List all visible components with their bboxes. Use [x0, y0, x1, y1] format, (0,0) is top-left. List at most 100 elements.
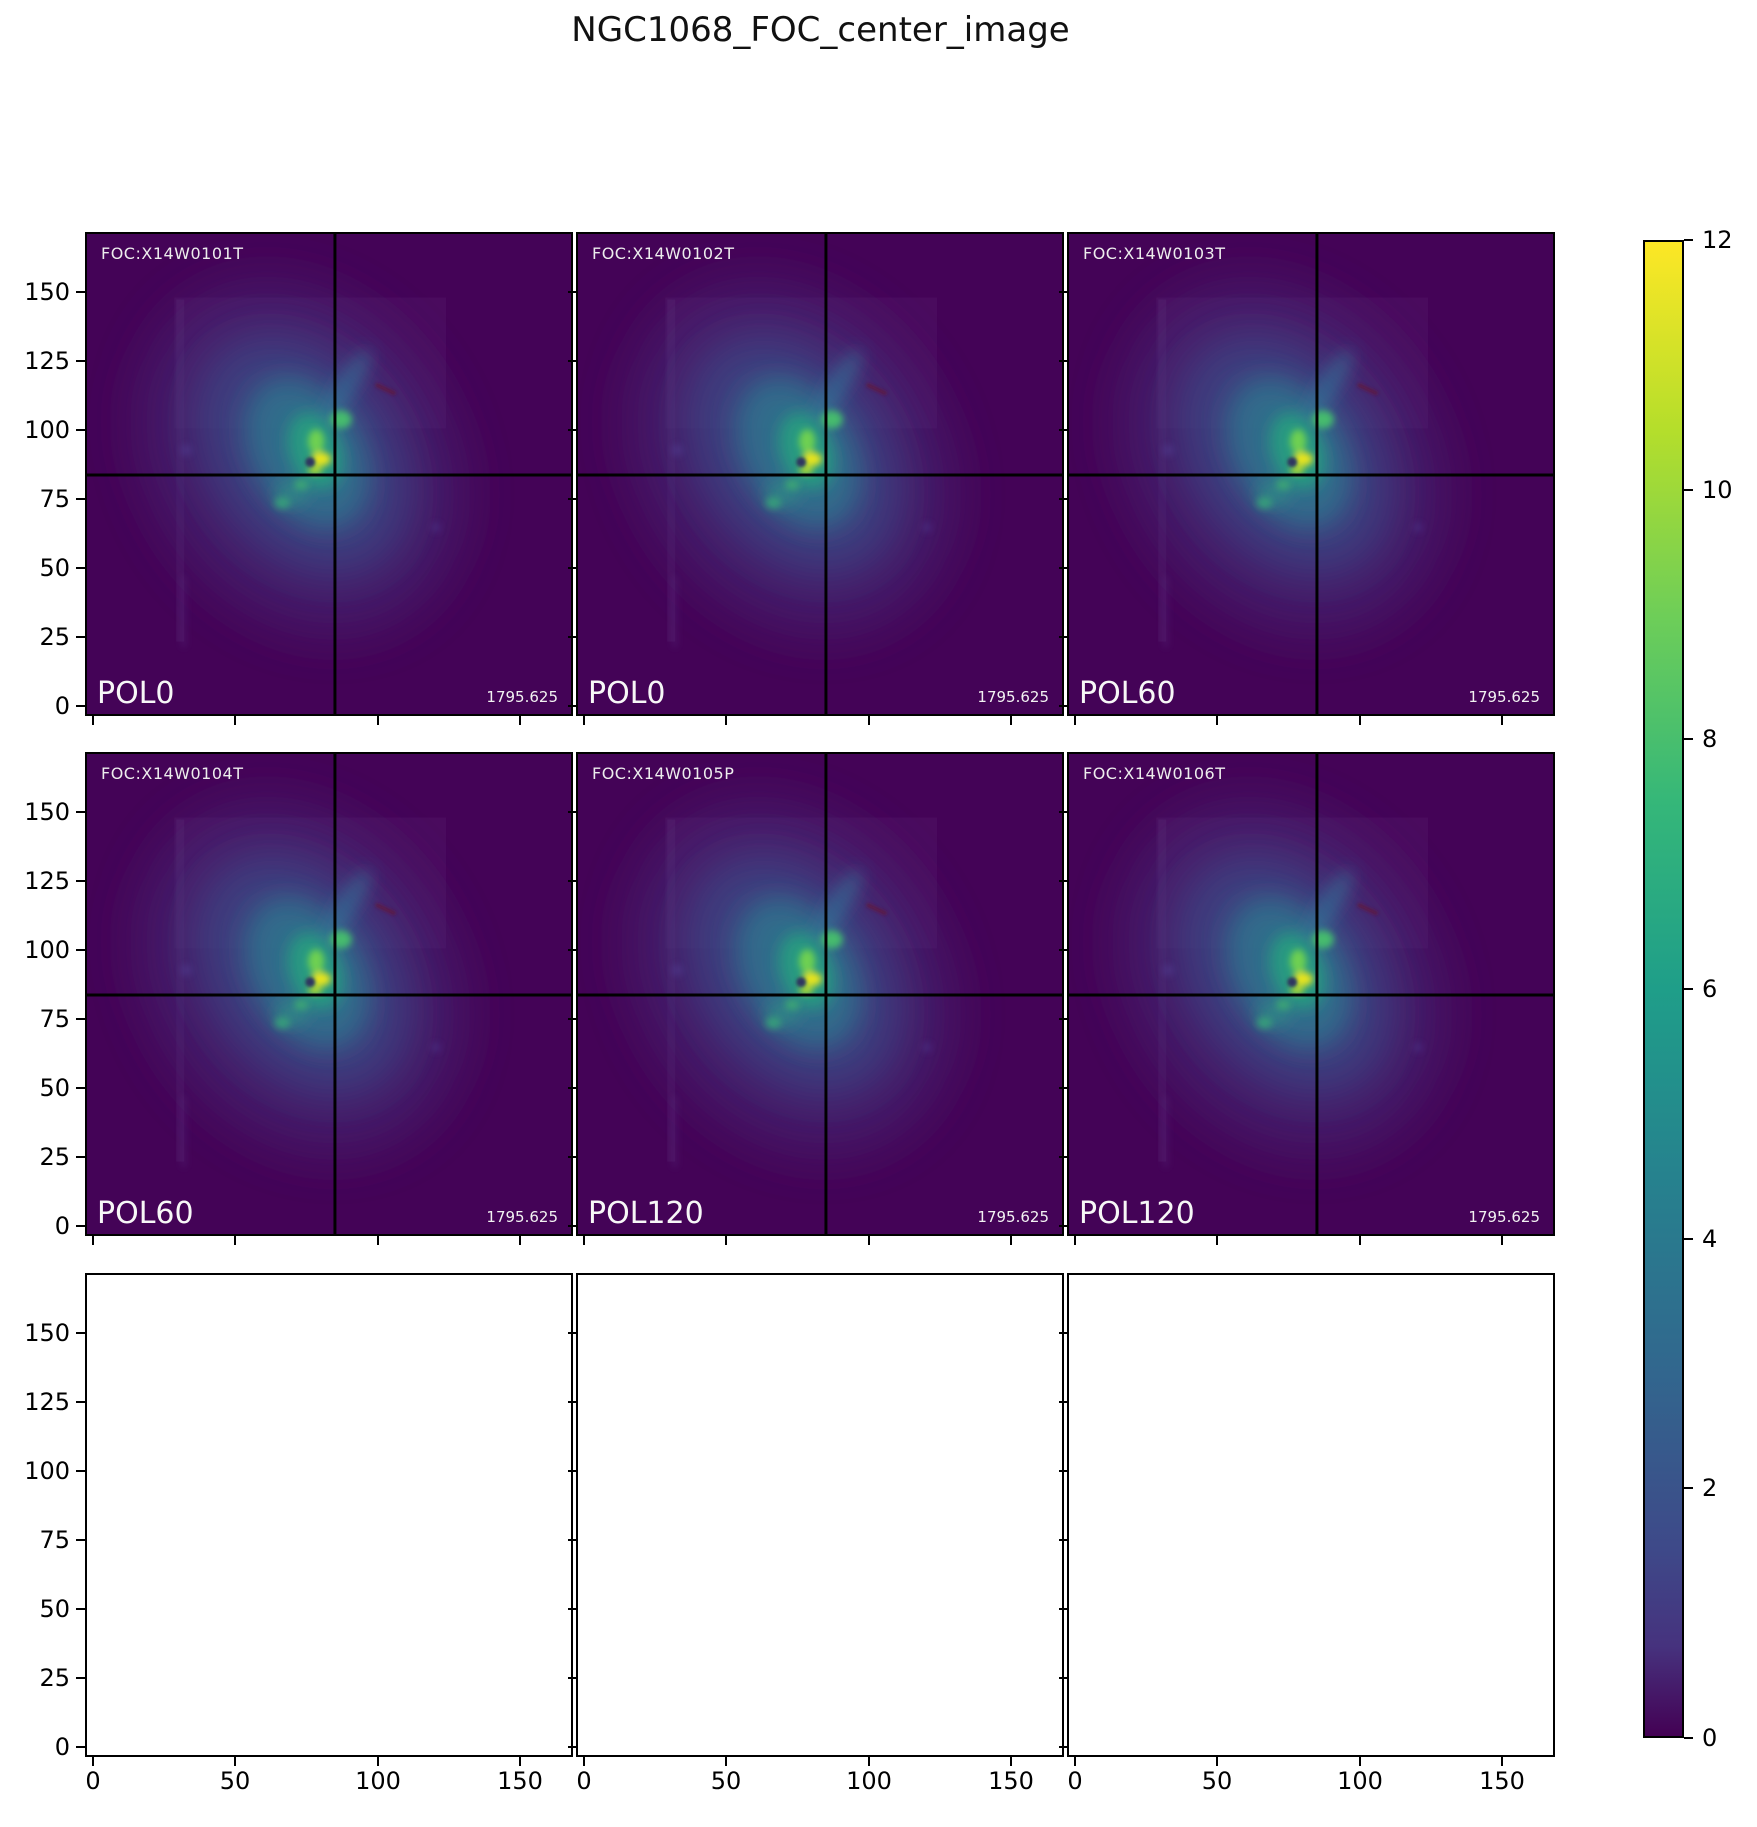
y-tick-label: 125: [24, 867, 70, 895]
axis-tick: [1216, 1236, 1218, 1245]
y-tick-label: 150: [24, 1319, 70, 1347]
image-panel: FOC:X14W0105P POL120 1795.625: [576, 752, 1064, 1236]
axis-tick: [92, 1236, 94, 1245]
foc-id-label: FOC:X14W0102T: [592, 244, 735, 263]
galaxy-image: [578, 234, 1062, 714]
axis-tick: [76, 1225, 85, 1227]
axis-tick: [868, 716, 870, 725]
crosshair-lines: [578, 754, 1062, 1234]
x-tick-label: 100: [1337, 1767, 1383, 1795]
colorbar-tick-label: 0: [1702, 1724, 1718, 1752]
axis-tick: [568, 360, 576, 362]
axis-tick: [583, 716, 585, 725]
image-panel: FOC:X14W0101T POL0 1795.625: [85, 232, 573, 716]
figure-title: NGC1068_FOC_center_image: [571, 10, 1070, 50]
y-tick-label: 0: [54, 1733, 70, 1761]
x-tick-label: 100: [846, 1767, 892, 1795]
axis-tick: [568, 1087, 576, 1089]
axis-tick: [868, 1757, 870, 1766]
y-tick-label: 150: [24, 798, 70, 826]
axis-tick: [568, 1746, 576, 1748]
pol-filter-label: POL120: [588, 1196, 704, 1231]
axis-tick: [1059, 1018, 1067, 1020]
image-panel: FOC:X14W0103T POL60 1795.625: [1067, 232, 1555, 716]
y-tick-label: 0: [54, 692, 70, 720]
axis-tick: [568, 291, 576, 293]
galaxy-image: [578, 754, 1062, 1234]
pol-filter-label: POL120: [1079, 1196, 1195, 1231]
axis-tick: [76, 1156, 85, 1158]
x-tick-label: 0: [576, 1767, 592, 1795]
axis-tick: [519, 1757, 521, 1766]
axis-tick: [1059, 811, 1067, 813]
axis-tick: [1059, 1225, 1067, 1227]
axis-tick: [519, 1236, 521, 1245]
empty-panel: [576, 1273, 1064, 1757]
axis-tick: [1059, 1608, 1067, 1610]
axis-tick: [568, 567, 576, 569]
galaxy-image: [87, 754, 571, 1234]
axis-tick: [1010, 716, 1012, 725]
cosmic-ray-streak: [865, 902, 888, 916]
foc-id-label: FOC:X14W0103T: [1083, 244, 1226, 263]
exposure-label: 1795.625: [1468, 688, 1540, 706]
x-tick-label: 0: [1067, 1767, 1083, 1795]
x-tick-label: 50: [1201, 1767, 1233, 1795]
galaxy-image: [87, 234, 571, 714]
axis-tick: [568, 1608, 576, 1610]
axis-tick: [1359, 1757, 1361, 1766]
y-tick-label: 0: [54, 1212, 70, 1240]
axis-tick: [92, 1757, 94, 1766]
axis-tick: [234, 716, 236, 725]
axis-tick: [568, 1332, 576, 1334]
axis-tick: [1684, 988, 1693, 990]
axis-tick: [568, 1156, 576, 1158]
axis-tick: [1684, 1487, 1693, 1489]
y-tick-label: 50: [39, 1595, 70, 1623]
axis-tick: [1684, 1238, 1693, 1240]
exposure-label: 1795.625: [486, 688, 558, 706]
axis-tick: [1684, 738, 1693, 740]
y-tick-label: 125: [24, 347, 70, 375]
axis-tick: [1684, 1737, 1693, 1739]
axis-tick: [1501, 716, 1503, 725]
cosmic-ray-streak: [865, 382, 888, 396]
pol-filter-label: POL0: [97, 676, 175, 711]
axis-tick: [1059, 1156, 1067, 1158]
colorbar-tick-label: 12: [1702, 226, 1733, 254]
axis-tick: [76, 1608, 85, 1610]
image-panel: FOC:X14W0106T POL120 1795.625: [1067, 752, 1555, 1236]
axis-tick: [76, 1087, 85, 1089]
axis-tick: [1059, 429, 1067, 431]
axis-tick: [1010, 1236, 1012, 1245]
axis-tick: [76, 360, 85, 362]
pol-filter-label: POL60: [1079, 676, 1176, 711]
galaxy-image: [1069, 234, 1553, 714]
axis-tick: [725, 1757, 727, 1766]
axis-tick: [568, 811, 576, 813]
axis-tick: [568, 1677, 576, 1679]
axis-tick: [1059, 1677, 1067, 1679]
y-tick-label: 150: [24, 278, 70, 306]
axis-tick: [1501, 1236, 1503, 1245]
x-tick-label: 100: [355, 1767, 401, 1795]
galaxy-bright-knots: [1256, 930, 1334, 1029]
axis-tick: [1216, 1757, 1218, 1766]
y-tick-label: 50: [39, 1074, 70, 1102]
foc-id-label: FOC:X14W0104T: [101, 764, 244, 783]
axis-tick: [568, 1018, 576, 1020]
pol-filter-label: POL0: [588, 676, 666, 711]
axis-tick: [568, 880, 576, 882]
cosmic-ray-streak: [1356, 902, 1379, 916]
axis-tick: [1684, 489, 1693, 491]
axis-tick: [1501, 1757, 1503, 1766]
axis-tick: [1059, 1539, 1067, 1541]
y-tick-label: 75: [39, 1526, 70, 1554]
crosshair-lines: [578, 234, 1062, 714]
axis-tick: [568, 636, 576, 638]
axis-tick: [568, 429, 576, 431]
x-tick-label: 50: [710, 1767, 742, 1795]
colorbar-tick-label: 8: [1702, 725, 1718, 753]
y-tick-label: 100: [24, 1457, 70, 1485]
